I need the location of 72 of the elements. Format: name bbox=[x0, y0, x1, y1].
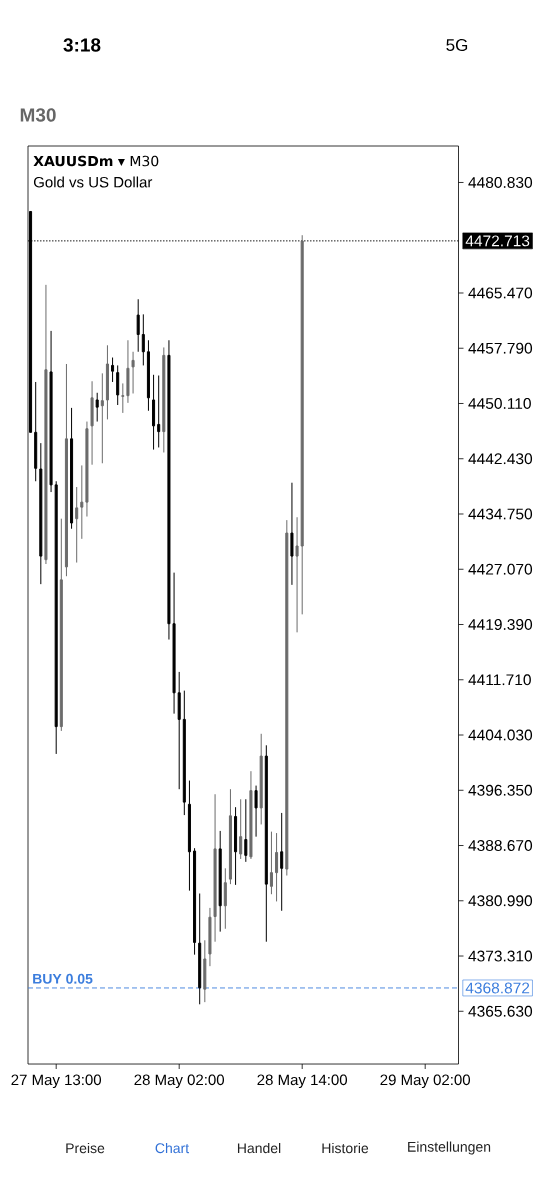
text: Preise bbox=[66, 1142, 105, 1154]
candlestick bbox=[290, 482, 294, 586]
ref-line-label: BUY 0.05 bbox=[33, 973, 93, 984]
candlestick bbox=[141, 313, 145, 366]
candlestick bbox=[162, 346, 166, 453]
x-tick-label: 28 May 14:00 bbox=[257, 1074, 348, 1089]
candlestick bbox=[90, 380, 94, 466]
candlestick bbox=[34, 381, 38, 482]
y-tick-label: 4380.990 bbox=[468, 895, 533, 907]
candlestick bbox=[126, 339, 130, 404]
y-tick-label: 4457.790 bbox=[468, 342, 533, 354]
candlestick bbox=[254, 785, 258, 838]
candlestick bbox=[198, 893, 202, 1005]
y-tick-label: 4396.350 bbox=[468, 784, 533, 796]
candlestick bbox=[49, 330, 53, 493]
y-tick-label: 4450.110 bbox=[468, 398, 531, 409]
candlestick bbox=[295, 516, 299, 633]
text: XAUUSDm ▾ M30 bbox=[33, 155, 159, 167]
candlestick bbox=[280, 812, 284, 912]
y-tick-label: 4434.750 bbox=[468, 508, 533, 520]
candlestick bbox=[285, 519, 289, 877]
candlestick bbox=[203, 939, 207, 1003]
candlestick bbox=[264, 744, 268, 943]
text: 4368.872 bbox=[465, 982, 530, 994]
candlestick bbox=[80, 464, 84, 540]
y-tick-label: 4427.070 bbox=[468, 563, 533, 575]
candlestick bbox=[218, 830, 222, 933]
y-tick-label: 4365.630 bbox=[468, 1005, 533, 1017]
text: M30 bbox=[20, 108, 56, 122]
candlestick bbox=[59, 518, 63, 732]
x-tick-label: 28 May 02:00 bbox=[134, 1074, 225, 1089]
candlestick bbox=[223, 867, 227, 930]
candlestick bbox=[44, 284, 48, 565]
candlestick bbox=[157, 375, 161, 448]
candlestick bbox=[187, 780, 191, 892]
candlestick bbox=[75, 486, 79, 564]
x-tick-label: 27 May 13:00 bbox=[11, 1074, 102, 1089]
y-tick-label: 4419.390 bbox=[468, 619, 533, 630]
text: Einstellungen bbox=[408, 1141, 491, 1155]
candlestick bbox=[177, 671, 181, 790]
candlestick bbox=[152, 374, 156, 451]
y-tick-label: 4411.710 bbox=[468, 674, 531, 686]
y-tick-label: 4404.030 bbox=[468, 729, 533, 741]
candlestick bbox=[244, 798, 248, 863]
candlestick bbox=[85, 421, 89, 518]
y-tick-label: 4465.470 bbox=[468, 287, 533, 299]
y-tick-label: 4388.670 bbox=[468, 840, 533, 852]
candlestick bbox=[116, 364, 120, 406]
y-tick-label: 4373.310 bbox=[468, 950, 533, 962]
candlestick bbox=[136, 298, 140, 353]
text: Chart bbox=[155, 1142, 189, 1154]
candlestick bbox=[131, 351, 135, 394]
text: 4472.713 bbox=[465, 235, 530, 247]
candlestick bbox=[234, 806, 238, 886]
candlestick bbox=[100, 372, 104, 464]
y-tick-label: 4442.430 bbox=[468, 453, 533, 465]
candlestick bbox=[146, 339, 150, 412]
x-tick-label: 29 May 02:00 bbox=[380, 1074, 471, 1089]
text: Handel bbox=[237, 1142, 281, 1154]
candlestick bbox=[275, 832, 279, 902]
text: 5G bbox=[446, 38, 468, 52]
candlestick bbox=[39, 442, 43, 585]
text: Historie bbox=[322, 1142, 369, 1154]
candlestick bbox=[182, 690, 186, 816]
candlestick bbox=[208, 907, 212, 967]
text: Gold vs US Dollar bbox=[33, 176, 153, 188]
candlestick bbox=[249, 770, 253, 860]
candlestick bbox=[213, 793, 217, 943]
candlestick bbox=[105, 344, 109, 420]
candlestick bbox=[121, 382, 125, 414]
y-tick-label: 4480.830 bbox=[468, 176, 533, 188]
text: 3:18 bbox=[63, 38, 101, 52]
